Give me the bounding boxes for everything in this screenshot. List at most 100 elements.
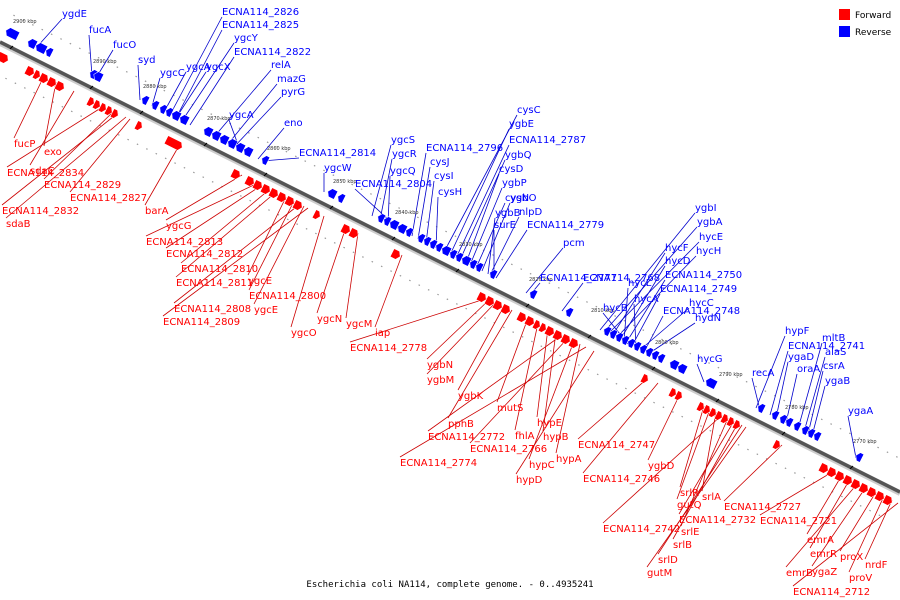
reverse-feature-label: surE — [494, 220, 516, 231]
forward-feature-block — [713, 410, 723, 421]
reverse-feature-leader-line — [561, 282, 584, 312]
forward-feature-label: ygcE — [254, 305, 278, 316]
forward-feature-label: ygcN — [317, 314, 342, 325]
forward-feature-leader-line — [248, 200, 295, 291]
forward-feature-leader-line — [457, 305, 505, 391]
reverse-feature-label: hycE — [699, 232, 723, 243]
reverse-feature-label: nlpD — [519, 207, 542, 218]
reverse-feature-block — [179, 114, 191, 126]
forward-feature-block — [339, 223, 351, 235]
reverse-leader-lines — [35, 16, 857, 459]
reverse-feature-label: ygcA — [186, 62, 211, 73]
reverse-feature-block — [35, 42, 49, 55]
reverse-feature-block — [705, 377, 719, 390]
reverse-feature-block — [677, 363, 689, 375]
forward-feature-label: ECNA114_2766 — [470, 444, 547, 455]
forward-feature-leader-line — [864, 499, 893, 560]
forward-feature-block — [551, 329, 563, 341]
forward-feature-label: ECNA114_2829 — [44, 180, 121, 191]
reverse-feature-leader-line — [807, 370, 824, 435]
forward-feature-leader-line — [29, 90, 75, 166]
forward-feature-label: ygaZ — [812, 567, 837, 578]
forward-feature-leader-line — [253, 205, 305, 305]
reverse-feature-leader-line — [631, 293, 661, 347]
reverse-feature-block — [813, 431, 823, 442]
forward-feature-block — [491, 299, 503, 311]
forward-feature-block — [475, 291, 487, 303]
reverse-feature-leader-line — [151, 77, 161, 107]
reverse-feature-block — [5, 27, 21, 41]
reverse-feature-label: cysC — [517, 105, 541, 116]
forward-feature-leader-line — [165, 184, 263, 249]
reverse-feature-leader-line — [847, 415, 857, 459]
forward-feature-block — [841, 474, 853, 486]
forward-feature-leader-line — [144, 143, 181, 206]
forward-feature-block — [37, 72, 49, 84]
reverse-feature-label: eno — [284, 118, 303, 129]
reverse-feature-label: ECNA114_2804 — [355, 179, 432, 190]
forward-feature-leader-line — [676, 408, 711, 500]
forward-feature-block — [45, 76, 57, 88]
reverse-feature-leader-line — [481, 202, 511, 272]
reverse-feature-leader-line — [213, 69, 272, 138]
forward-feature-label: ygcE — [248, 276, 272, 287]
forward-feature-block — [771, 439, 781, 450]
forward-feature-label: ygcO — [291, 328, 317, 339]
reverse-feature-label: pyrG — [281, 87, 305, 98]
reverse-feature-leader-line — [189, 56, 235, 126]
reverse-feature-label: ECNA114_2796 — [426, 143, 503, 154]
reverse-feature-leader-line — [489, 216, 520, 276]
reverse-feature-label: recA — [752, 368, 775, 379]
reverse-feature-label: ECNA114_2749 — [660, 284, 737, 295]
forward-feature-leader-line — [792, 502, 899, 587]
reverse-feature-leader-line — [487, 217, 496, 275]
reverse-feature-label: ECNA114_2822 — [234, 47, 311, 58]
reverse-feature-leader-line — [175, 71, 207, 119]
forward-feature-leader-line — [374, 254, 403, 328]
reverse-feature-leader-line — [525, 247, 564, 294]
reverse-feature-leader-line — [387, 175, 391, 225]
reverse-feature-block — [801, 425, 811, 436]
forward-feature-leader-line — [657, 424, 743, 555]
forward-feature-label: iap — [375, 328, 390, 339]
reverse-feature-label: ygbQ — [505, 150, 532, 161]
forward-feature-label: ECNA114_2747 — [578, 440, 655, 451]
forward-feature-leader-line — [43, 110, 115, 180]
forward-feature-block — [833, 470, 845, 482]
forward-feature-label: mutS — [497, 403, 523, 414]
reverse-feature-block — [227, 138, 239, 150]
reverse-feature-block — [779, 414, 789, 425]
forward-feature-leader-line — [426, 301, 497, 375]
forward-feature-label: ECNA114_2712 — [793, 587, 870, 598]
forward-feature-label: ygbK — [458, 391, 484, 402]
forward-feature-block — [0, 51, 9, 64]
reverse-feature-label: hycB — [603, 303, 628, 314]
forward-feature-leader-line — [1, 112, 119, 206]
forward-feature-block — [731, 419, 741, 430]
forward-feature-leader-line — [173, 203, 301, 304]
reverse-feature-block — [429, 239, 439, 250]
reverse-feature-block — [243, 146, 255, 158]
reverse-feature-leader-line — [449, 128, 510, 256]
reverse-feature-leader-line — [785, 373, 798, 424]
forward-feature-block — [97, 102, 107, 113]
reverse-feature-block — [621, 335, 631, 346]
forward-feature-block — [881, 494, 893, 506]
forward-feature-block — [725, 416, 735, 427]
scale-tick — [781, 431, 786, 436]
scale-tick-label: 2830 kbp — [459, 242, 483, 248]
reverse-feature-label: cysD — [499, 164, 524, 175]
forward-feature-label: ECNA114_2732 — [679, 515, 756, 526]
reverse-feature-block — [529, 289, 539, 300]
forward-feature-block — [85, 96, 95, 107]
reverse-feature-label: cysJ — [430, 157, 450, 168]
forward-feature-block — [311, 209, 321, 220]
backbone — [0, 40, 900, 496]
forward-feature-block — [267, 187, 279, 199]
reverse-feature-label: ygcS — [391, 135, 415, 146]
forward-feature-label: hypE — [537, 418, 562, 429]
forward-feature-block — [667, 387, 677, 398]
reverse-feature-label: fucO — [113, 40, 136, 51]
forward-feature-block — [825, 466, 837, 478]
